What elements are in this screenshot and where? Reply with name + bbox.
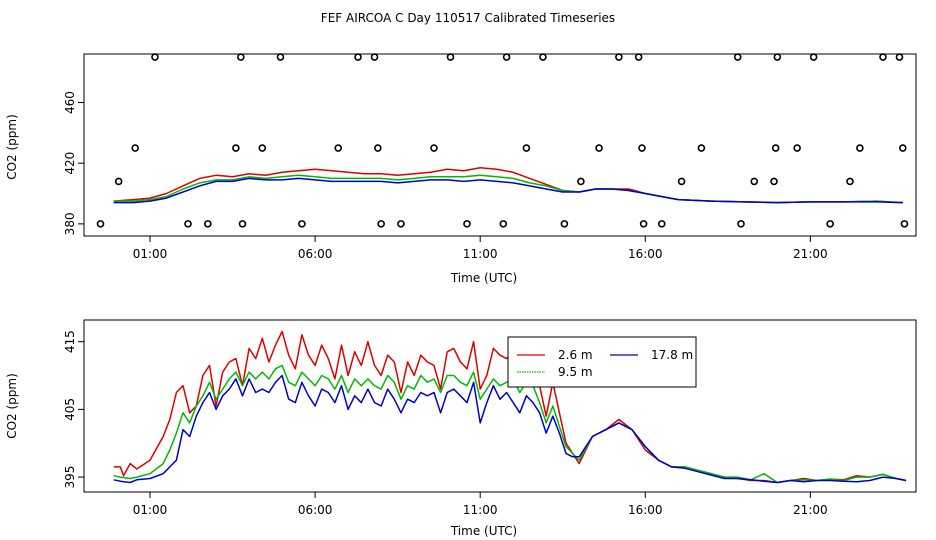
calibration-point [595, 144, 603, 152]
top-plot-frame [83, 53, 917, 237]
calibration-point [298, 220, 306, 228]
x-tick-label: 06:00 [298, 247, 333, 261]
calibration-point [793, 144, 801, 152]
legend-label-2-6m: 2.6 m [558, 348, 593, 362]
y-tick-label: 415 [63, 330, 77, 353]
bottom-panel: 01:00 06:00 11:00 16:00 21:00 395 405 415 Time… [5, 319, 917, 538]
calibration-point [677, 177, 686, 186]
series-line-top-2-6-m [113, 167, 903, 204]
calibration-point [258, 144, 267, 152]
top-plot-area [96, 53, 909, 228]
calibration-point [770, 177, 778, 186]
calibration-point [374, 144, 382, 152]
calibration-point [900, 220, 909, 228]
calibration-point [499, 220, 508, 228]
y-tick-label: 460 [63, 91, 77, 114]
calibration-point [879, 53, 887, 61]
y-tick-label: 405 [63, 398, 77, 421]
calibration-point [657, 220, 666, 228]
calibration-point [826, 220, 834, 228]
calibration-point [377, 220, 385, 228]
legend-box [507, 336, 697, 388]
calibration-point [809, 53, 818, 61]
calibration-point [397, 220, 405, 228]
top-x-axis: 01:00 06:00 11:00 16:00 21:00 [133, 235, 828, 261]
calibration-point [204, 220, 212, 228]
top-y-axis-label: CO2 (ppm) [5, 114, 19, 180]
calibration-point [354, 53, 362, 61]
calibration-point [639, 220, 648, 228]
calibration-point [737, 220, 745, 228]
calibration-point [151, 53, 159, 61]
series-line-bottom-17-8-m [113, 374, 907, 484]
calibration-point [895, 53, 904, 61]
legend-label-9-5m: 9.5 m [558, 365, 593, 379]
x-tick-label: 11:00 [463, 247, 498, 261]
legend: 2.6 m 17.8 m 9.5 m [507, 336, 697, 388]
calibration-point [232, 144, 240, 152]
calibration-point [898, 144, 907, 152]
bottom-x-axis: 01:00 06:00 11:00 16:00 21:00 [133, 491, 828, 517]
calibration-point [237, 53, 245, 61]
series-line-top-17-8-m [113, 177, 903, 204]
y-tick-label: 420 [63, 152, 77, 175]
calibration-point [114, 177, 123, 186]
bottom-plot-area [113, 330, 907, 484]
bottom-y-axis-label: CO2 (ppm) [5, 373, 19, 439]
calibration-point [522, 144, 531, 152]
bottom-plot-frame [83, 319, 917, 493]
x-tick-label: 06:00 [298, 503, 333, 517]
calibration-point [771, 144, 780, 152]
y-tick-label: 395 [63, 466, 77, 489]
calibration-point [96, 220, 105, 228]
calibration-point [334, 144, 343, 152]
calibration-point [615, 53, 623, 61]
calibration-points [96, 53, 909, 228]
x-tick-label: 21:00 [793, 503, 828, 517]
calibration-point [638, 144, 646, 152]
legend-label-17-8m: 17.8 m [651, 348, 693, 362]
x-tick-label: 21:00 [793, 247, 828, 261]
x-tick-label: 16:00 [628, 503, 663, 517]
top-y-axis: 380 420 460 [63, 91, 85, 235]
top-panel: 01:00 06:00 11:00 16:00 21:00 380 420 460 Time… [5, 53, 917, 285]
calibration-point [846, 177, 854, 186]
calibration-point [446, 53, 455, 61]
bottom-y-axis: 395 405 415 [63, 330, 85, 489]
x-tick-label: 01:00 [133, 247, 168, 261]
x-tick-label: 01:00 [133, 503, 168, 517]
calibration-point [577, 177, 585, 186]
calibration-point [184, 220, 192, 228]
x-tick-label: 11:00 [463, 503, 498, 517]
calibration-point [463, 220, 471, 228]
calibration-point [430, 144, 438, 152]
bottom-x-axis-label: Time (UTC) [450, 524, 517, 538]
y-tick-label: 380 [63, 212, 77, 235]
calibration-point [370, 53, 379, 61]
calibration-point [856, 144, 864, 152]
series-line-top-9-5-m [113, 174, 903, 204]
calibration-point [276, 53, 285, 61]
calibration-point [502, 53, 511, 61]
top-x-axis-label: Time (UTC) [450, 271, 517, 285]
calibration-point [733, 53, 742, 61]
calibration-point [773, 53, 782, 61]
calibration-point [697, 144, 706, 152]
calibration-point [131, 144, 139, 152]
calibration-point [238, 220, 247, 228]
series-line-bottom-9-5-m [113, 364, 907, 484]
calibration-point [539, 53, 547, 61]
calibration-point [750, 177, 759, 186]
calibration-point [634, 53, 643, 61]
figure-title: FEF AIRCOA C Day 110517 Calibrated Times… [321, 11, 615, 25]
x-tick-label: 16:00 [628, 247, 663, 261]
calibration-point [560, 220, 569, 228]
